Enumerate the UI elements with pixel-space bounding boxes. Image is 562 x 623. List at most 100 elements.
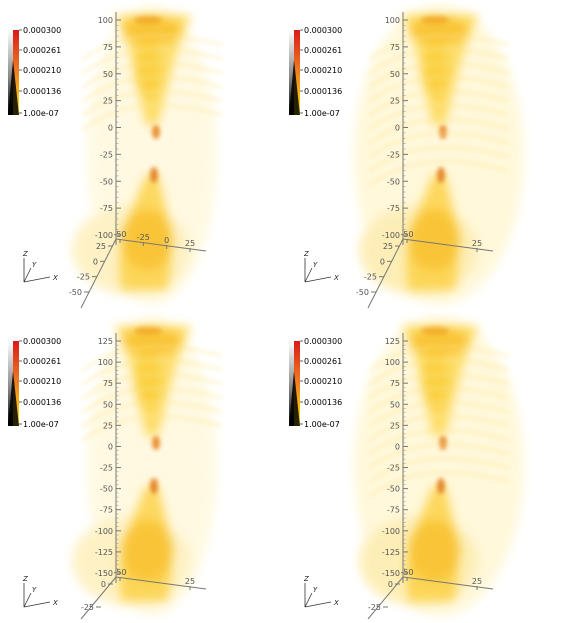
- colorbar: 0.000300 0.000261 0.000210 0.000136 1.00e-07: [8, 26, 61, 118]
- colorbar-label: 0.000210: [304, 377, 342, 386]
- plume-volume: [354, 5, 524, 305]
- z-tick-label: 100: [385, 358, 400, 367]
- plume-volume: [72, 316, 223, 616]
- z-tick-label: -150: [95, 569, 113, 578]
- plume-volume: [354, 316, 524, 616]
- z-tick-label: 100: [98, 16, 113, 25]
- z-tick-label: -25: [100, 464, 113, 473]
- x-tick-label: 0: [164, 236, 169, 245]
- panel-bottom-left[interactable]: 125 100 75 50 25 0 -25 -50 -75 -100 -125 -150 -50 25 0…: [0, 311, 281, 622]
- y-tick-label: 0: [380, 257, 385, 266]
- z-tick-label: 100: [98, 358, 113, 367]
- z-tick-label: 50: [103, 70, 113, 79]
- colorbar-label: 1.00e-07: [304, 420, 340, 429]
- colorbar-label: 0.000300: [23, 26, 61, 35]
- z-tick-label: 100: [385, 16, 400, 25]
- x-tick-label: -50: [113, 230, 126, 239]
- x-tick-label: 25: [472, 239, 482, 248]
- z-tick-label: 0: [395, 442, 400, 451]
- colorbar-label: 0.000136: [23, 398, 61, 407]
- y-tick-label: 0: [101, 580, 106, 589]
- z-tick-label: -125: [95, 548, 113, 557]
- y-tick-label: -50: [356, 288, 369, 297]
- z-tick-label: -25: [387, 150, 400, 159]
- colorbar-label: 0.000210: [23, 66, 61, 75]
- colorbar-label: 0.000136: [304, 398, 342, 407]
- y-tick-label: -25: [77, 273, 90, 282]
- colorbar-label: 0.000136: [23, 87, 61, 96]
- colorbar-label: 1.00e-07: [304, 109, 340, 118]
- colorbar-label: 0.000210: [23, 377, 61, 386]
- colorbar: 0.000300 0.000261 0.000210 0.000136 1.00e-07: [8, 337, 61, 429]
- z-tick-label: 0: [108, 124, 113, 133]
- svg-text:Y: Y: [313, 261, 318, 269]
- svg-text:Y: Y: [32, 261, 37, 269]
- orientation-axes-icon: ZY X: [22, 575, 58, 608]
- x-tick-label: -50: [113, 568, 126, 577]
- y-tick-label: -50: [69, 288, 82, 297]
- z-tick-label: -75: [100, 506, 113, 515]
- svg-text:X: X: [52, 599, 58, 607]
- z-tick-label: 25: [390, 421, 400, 430]
- colorbar: 0.000300 0.000261 0.000210 0.000136 1.00e-07: [289, 26, 342, 118]
- z-tick-label: -100: [382, 231, 400, 240]
- z-tick-label: 25: [103, 97, 113, 106]
- colorbar-label: 0.000261: [23, 46, 61, 55]
- y-tick-label: -25: [368, 603, 381, 612]
- x-tick-label: -50: [400, 230, 413, 239]
- colorbar-label: 0.000261: [23, 357, 61, 366]
- svg-text:Z: Z: [303, 250, 309, 258]
- panel-top-right[interactable]: 100 75 50 25 0 -25 -50 -75 -100 -50 25 25 0 -25 -50 0.0…: [281, 0, 562, 311]
- colorbar-label: 1.00e-07: [23, 420, 59, 429]
- z-tick-label: 0: [395, 124, 400, 133]
- z-tick-label: 50: [390, 70, 400, 79]
- svg-text:X: X: [333, 274, 339, 282]
- z-tick-label: -25: [387, 464, 400, 473]
- z-tick-label: -100: [95, 527, 113, 536]
- orientation-axes-icon: ZY X: [303, 575, 339, 608]
- z-tick-label: 50: [390, 400, 400, 409]
- x-tick-label: 25: [185, 577, 195, 586]
- z-tick-label: -50: [100, 485, 113, 494]
- y-tick-label: 0: [388, 580, 393, 589]
- y-tick-label: 25: [96, 242, 106, 251]
- svg-text:Z: Z: [22, 575, 28, 583]
- colorbar-label: 0.000300: [304, 26, 342, 35]
- z-tick-label: 75: [103, 379, 113, 388]
- z-tick-label: 25: [103, 421, 113, 430]
- z-tick-label: -50: [100, 177, 113, 186]
- svg-text:Z: Z: [303, 575, 309, 583]
- svg-text:Z: Z: [22, 250, 28, 258]
- z-tick-label: 125: [98, 337, 113, 346]
- z-tick-label: -50: [387, 177, 400, 186]
- x-tick-label: -25: [137, 233, 150, 242]
- z-tick-label: -125: [382, 548, 400, 557]
- colorbar: 0.000300 0.000261 0.000210 0.000136 1.00e-07: [289, 337, 342, 429]
- z-tick-label: -75: [100, 204, 113, 213]
- z-tick-label: 50: [103, 400, 113, 409]
- svg-text:X: X: [52, 274, 58, 282]
- x-tick-label: 25: [472, 577, 482, 586]
- z-tick-label: -100: [382, 527, 400, 536]
- colorbar-label: 1.00e-07: [23, 109, 59, 118]
- z-tick-label: 0: [108, 442, 113, 451]
- z-tick-label: 75: [390, 43, 400, 52]
- colorbar-label: 0.000300: [304, 337, 342, 346]
- panel-bottom-right[interactable]: 125 100 75 50 25 0 -25 -50 -75 -100 -125 -150 -50 25 0…: [281, 311, 562, 622]
- y-tick-label: 0: [93, 257, 98, 266]
- colorbar-label: 0.000136: [304, 87, 342, 96]
- y-tick-label: 25: [383, 242, 393, 251]
- colorbar-label: 0.000261: [304, 357, 342, 366]
- z-tick-label: -150: [382, 569, 400, 578]
- z-tick-label: 75: [390, 379, 400, 388]
- svg-text:X: X: [333, 599, 339, 607]
- z-tick-label: 125: [385, 337, 400, 346]
- panel-top-left[interactable]: 100 75 50 25 0 -25 -50 -75 -100 -50 -25 0 25 25 0 -25 -5…: [0, 0, 281, 311]
